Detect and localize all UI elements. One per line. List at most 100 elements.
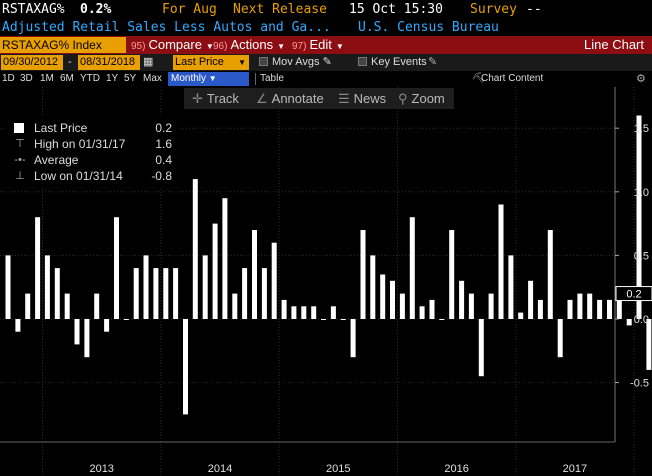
- chart-bar[interactable]: [153, 268, 159, 319]
- legend-average: -•- Average 0.4: [6, 152, 178, 168]
- chart-bar[interactable]: [439, 319, 445, 320]
- timeframe-max[interactable]: Max: [143, 73, 162, 84]
- chart-bar[interactable]: [64, 293, 70, 319]
- chart-bar[interactable]: [74, 319, 80, 345]
- chart-bar[interactable]: [587, 293, 593, 319]
- chart-bar[interactable]: [498, 204, 504, 320]
- chart-bar[interactable]: [518, 312, 524, 319]
- chart-bar[interactable]: [360, 230, 366, 319]
- chart-bar[interactable]: [271, 242, 277, 319]
- chart-bar[interactable]: [419, 306, 425, 319]
- chart-bar[interactable]: [192, 179, 198, 319]
- chart-bar[interactable]: [449, 230, 455, 319]
- chart-bar[interactable]: [557, 319, 563, 358]
- chart-bar[interactable]: [222, 198, 228, 319]
- annotate-button[interactable]: ∠ Annotate: [256, 88, 324, 109]
- timeframe-1y[interactable]: 1Y: [106, 73, 119, 84]
- chart-bar[interactable]: [242, 268, 248, 319]
- chart-bar[interactable]: [5, 255, 11, 319]
- chart-bar[interactable]: [212, 223, 218, 319]
- chart-bar[interactable]: [311, 306, 317, 319]
- security-header: RSTAXAG% 0.2% For Aug Next Release 15 Oc…: [0, 0, 652, 19]
- chart-bar[interactable]: [646, 319, 652, 370]
- chart-content-icon[interactable]: ⛏: [472, 73, 485, 84]
- chart-bar[interactable]: [301, 306, 307, 319]
- chart-bar[interactable]: [626, 319, 632, 326]
- chart-bar[interactable]: [409, 217, 415, 319]
- compare-button[interactable]: 95) Compare ▼: [131, 36, 214, 54]
- compare-label: Compare: [148, 37, 202, 52]
- edit-events-icon[interactable]: ✎: [428, 56, 438, 68]
- chart-bar[interactable]: [567, 299, 573, 319]
- news-button[interactable]: ☰ News: [338, 88, 386, 109]
- chart-bar[interactable]: [330, 306, 336, 319]
- chart-bar[interactable]: [114, 217, 119, 319]
- chart-bar[interactable]: [508, 255, 514, 319]
- chart-bar[interactable]: [84, 319, 90, 358]
- chart-bar[interactable]: [616, 299, 622, 319]
- start-date-field[interactable]: 09/30/2012: [1, 55, 63, 70]
- chart-bar[interactable]: [94, 293, 100, 319]
- chart-bar[interactable]: [390, 280, 395, 319]
- chart-bar[interactable]: [607, 299, 612, 319]
- chart-bar[interactable]: [478, 319, 484, 377]
- chart-bar[interactable]: [537, 299, 543, 319]
- chart-bar[interactable]: [202, 255, 208, 319]
- end-date-field[interactable]: 08/31/2018: [78, 55, 140, 70]
- chart-bar[interactable]: [281, 299, 287, 319]
- chart-bar[interactable]: [380, 274, 386, 320]
- chart-bar[interactable]: [488, 293, 494, 319]
- chart-bar[interactable]: [163, 268, 169, 319]
- search-icon: ⚲: [398, 91, 408, 106]
- chart-bar[interactable]: [370, 255, 376, 319]
- chart-bar[interactable]: [104, 319, 110, 332]
- periodicity-select[interactable]: Monthly ▼: [168, 72, 249, 86]
- chart-bar[interactable]: [340, 319, 346, 320]
- edit-button[interactable]: 97) Edit ▼: [292, 36, 344, 54]
- timeframe-ytd[interactable]: YTD: [80, 73, 100, 84]
- chart-bar[interactable]: [547, 230, 553, 319]
- timeframe-5y[interactable]: 5Y: [124, 73, 137, 84]
- key-events-toggle[interactable]: Key Events: [358, 54, 427, 71]
- chart-bar[interactable]: [459, 280, 465, 319]
- chart-bar[interactable]: [35, 217, 41, 319]
- chevron-down-icon: ▼: [208, 74, 217, 83]
- gear-icon[interactable]: ⚙: [636, 73, 646, 85]
- chart-bar[interactable]: [123, 319, 129, 320]
- chart-bar[interactable]: [577, 293, 583, 319]
- chart-bar[interactable]: [15, 319, 21, 332]
- chart-bar[interactable]: [44, 255, 50, 319]
- chart-bar[interactable]: [261, 268, 267, 319]
- chart-bar[interactable]: [468, 293, 474, 319]
- pencil-icon[interactable]: ✎: [322, 56, 332, 68]
- table-button[interactable]: Table: [260, 73, 284, 84]
- chart-bar[interactable]: [183, 319, 188, 415]
- chart-bar[interactable]: [133, 268, 139, 319]
- timeframe-1d[interactable]: 1D: [2, 73, 15, 84]
- chart-bar[interactable]: [636, 115, 642, 320]
- chart-bar[interactable]: [173, 268, 179, 319]
- chart-bar[interactable]: [429, 299, 435, 319]
- chart-bar[interactable]: [350, 319, 356, 358]
- security-command-input[interactable]: RSTAXAG% Index: [0, 37, 126, 53]
- chart-bar[interactable]: [528, 280, 534, 319]
- chart-content-button[interactable]: Chart Content: [481, 73, 544, 84]
- chart-bar[interactable]: [54, 268, 60, 319]
- chart-bar[interactable]: [252, 230, 257, 319]
- chart-bar[interactable]: [321, 319, 326, 320]
- chart-bar[interactable]: [597, 299, 603, 319]
- timeframe-3d[interactable]: 3D: [20, 73, 33, 84]
- timeframe-1m[interactable]: 1M: [40, 73, 54, 84]
- chart-bar[interactable]: [232, 293, 238, 319]
- chart-bar[interactable]: [143, 255, 149, 319]
- calendar-icon[interactable]: ▦: [143, 56, 154, 68]
- chart-bar[interactable]: [399, 293, 405, 319]
- actions-button[interactable]: 96) Actions ▼: [213, 36, 285, 54]
- track-button[interactable]: ✛ Track: [192, 88, 239, 109]
- timeframe-6m[interactable]: 6M: [60, 73, 74, 84]
- chart-bar[interactable]: [291, 306, 297, 319]
- chart-bar[interactable]: [25, 293, 31, 319]
- zoom-button[interactable]: ⚲ Zoom: [398, 88, 445, 109]
- price-field-select[interactable]: Last Price ▼: [173, 55, 249, 70]
- mov-avgs-toggle[interactable]: Mov Avgs ✎: [259, 54, 332, 71]
